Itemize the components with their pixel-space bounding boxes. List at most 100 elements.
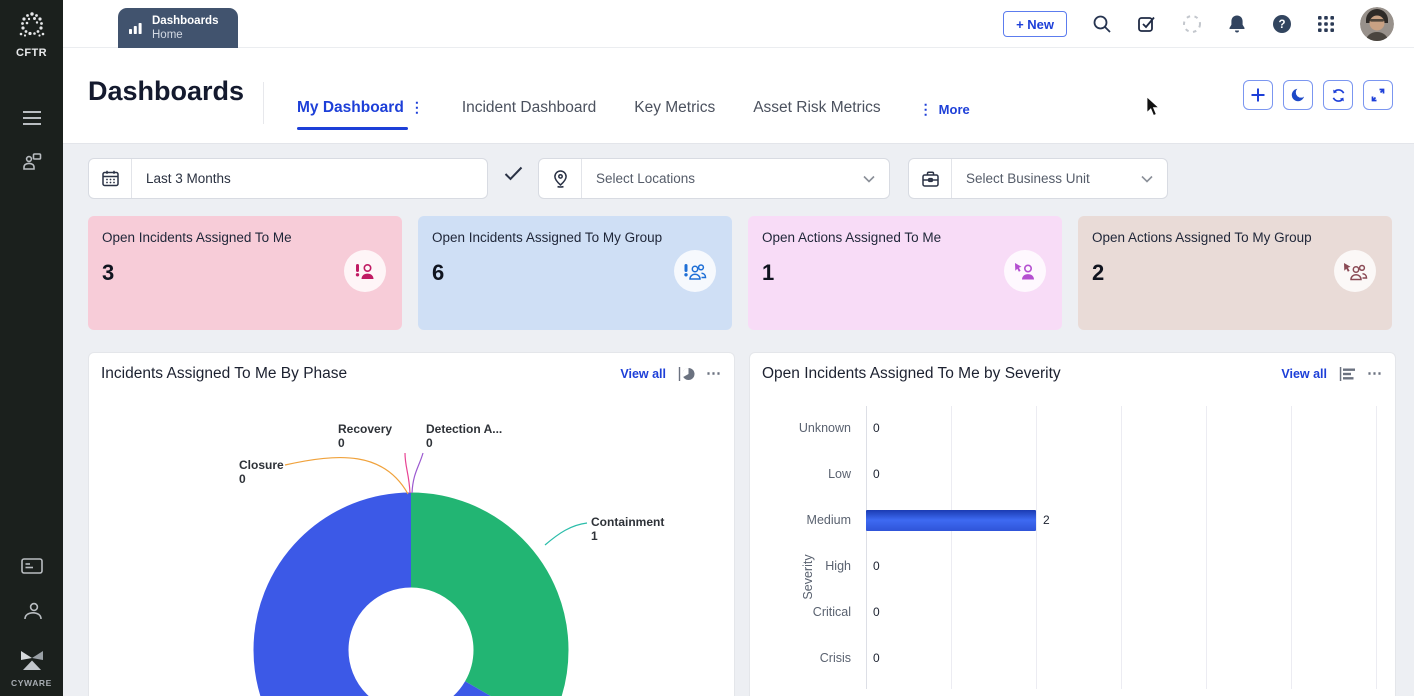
page-header: Dashboards My Dashboard ⋮ Incident Dashboa… [63, 48, 1414, 144]
notifications-bell-icon[interactable] [1227, 14, 1247, 34]
bar-category-label: Crisis [819, 651, 851, 665]
bar-row-crisis[interactable]: Crisis 0 [750, 636, 1395, 682]
svg-text:?: ? [1278, 19, 1285, 31]
bar-row-unknown[interactable]: Unknown 0 [750, 406, 1395, 452]
app-tab-dashboards-home[interactable]: Dashboards Home [118, 8, 238, 48]
bar-row-low[interactable]: Low 0 [750, 452, 1395, 498]
cftr-logo[interactable]: CFTR [0, 10, 63, 59]
header-divider [263, 82, 264, 124]
cftr-logo-icon [19, 12, 44, 37]
severity-panel-title: Open Incidents Assigned To Me by Severit… [762, 365, 1061, 382]
donut-slice-unlabeled[interactable] [253, 492, 569, 696]
people-alert-icon [674, 250, 716, 292]
phase-panel-menu[interactable]: ⋯ [706, 365, 722, 382]
bar-chart-gridline [951, 406, 952, 689]
bar-row-critical[interactable]: Critical 0 [750, 590, 1395, 636]
chevron-down-icon [863, 170, 875, 188]
avatar[interactable] [1360, 7, 1394, 41]
tab-kebab-icon[interactable]: ⋮ [409, 99, 424, 115]
tab-my-dashboard[interactable]: My Dashboard ⋮ [297, 90, 424, 130]
locations-placeholder: Select Locations [596, 171, 696, 186]
severity-bar-chart: Severity Unknown 0 Low 0 Medium 2 High 0 Critica… [750, 395, 1395, 696]
bar-value-label: 2 [1043, 513, 1050, 527]
pie-chart-type-icon[interactable] [678, 366, 696, 382]
dark-mode-button[interactable] [1283, 80, 1313, 110]
stat-card-value: 3 [102, 260, 115, 285]
bar-chart-axis [866, 406, 867, 689]
location-pin-icon [539, 159, 582, 198]
add-widget-button[interactable] [1243, 80, 1273, 110]
menu-hamburger-icon[interactable] [0, 110, 63, 126]
bar-value-label: 0 [873, 559, 880, 573]
page-title: Dashboards [88, 76, 245, 106]
donut-label-recovery[interactable]: Recovery 0 [338, 422, 393, 451]
stat-card-open-incidents-assigned-to-my-group[interactable]: Open Incidents Assigned To My Group 6 [418, 216, 732, 330]
console-icon[interactable] [0, 558, 63, 574]
search-icon[interactable] [1092, 14, 1112, 34]
severity-panel-header: Open Incidents Assigned To Me by Severit… [750, 353, 1395, 395]
tab-asset-risk-metrics[interactable]: Asset Risk Metrics [753, 99, 881, 116]
business-unit-filter[interactable]: Select Business Unit [908, 158, 1168, 199]
hbar-chart-type-icon[interactable] [1339, 366, 1357, 382]
tabs-more-button[interactable]: ⋮ More [918, 101, 970, 117]
refresh-button[interactable] [1323, 80, 1353, 110]
bar-category-label: Critical [812, 605, 851, 619]
loader-icon[interactable] [1182, 14, 1202, 34]
bar-value-label: 0 [873, 467, 880, 481]
stat-card-open-incidents-assigned-to-me[interactable]: Open Incidents Assigned To Me 3 [88, 216, 402, 330]
stat-card-title: Open Incidents Assigned To Me [102, 230, 292, 245]
apply-filter-check-icon[interactable] [504, 166, 523, 186]
severity-panel: Open Incidents Assigned To Me by Severit… [749, 352, 1396, 696]
locations-filter[interactable]: Select Locations [538, 158, 890, 199]
tab-incident-dashboard[interactable]: Incident Dashboard [461, 99, 597, 116]
bar-chart-gridline [1291, 406, 1292, 689]
main-area: Dashboards Home + New ? [63, 0, 1414, 696]
stat-card-open-actions-assigned-to-my-group[interactable]: Open Actions Assigned To My Group 2 [1078, 216, 1392, 330]
date-range-filter[interactable]: Last 3 Months [88, 158, 488, 199]
bar-row-medium[interactable]: Medium 2 [750, 498, 1395, 544]
bar-chart-gridline [1121, 406, 1122, 689]
business-unit-placeholder: Select Business Unit [966, 171, 1090, 186]
app-tab-subtitle: Home [152, 29, 183, 41]
tasks-icon[interactable] [1137, 14, 1157, 34]
bar-category-label: Unknown [798, 421, 851, 435]
phase-panel-title: Incidents Assigned To Me By Phase [101, 365, 348, 382]
phase-view-all-link[interactable]: View all [620, 367, 666, 381]
bar-category-label: Medium [806, 513, 851, 527]
donut-label-closure[interactable]: Closure 0 [239, 458, 284, 487]
help-icon[interactable]: ? [1272, 14, 1292, 34]
dashboard-tabs: My Dashboard ⋮ Incident Dashboard Key Metri… [297, 90, 970, 130]
severity-view-all-link[interactable]: View all [1281, 367, 1327, 381]
sidebar: CFTR [0, 0, 63, 696]
stat-card-open-actions-assigned-to-me[interactable]: Open Actions Assigned To Me 1 [748, 216, 1062, 330]
tab-key-metrics[interactable]: Key Metrics [634, 99, 716, 116]
team-management-icon[interactable] [0, 152, 63, 172]
topbar: Dashboards Home + New ? [63, 0, 1414, 48]
donut-chart-svg[interactable] [253, 492, 569, 696]
fullscreen-button[interactable] [1363, 80, 1393, 110]
bar-row-high[interactable]: High 0 [750, 544, 1395, 590]
stat-card-title: Open Actions Assigned To My Group [1092, 230, 1312, 245]
cftr-logo-text: CFTR [16, 47, 47, 59]
bar-chart-gridline [1206, 406, 1207, 689]
phase-donut-chart: Recovery 0 Detection A... 0 Closure 0 Co… [89, 395, 734, 696]
new-button[interactable]: + New [1003, 11, 1067, 37]
bar-category-label: High [825, 559, 851, 573]
bar-value-label: 0 [873, 605, 880, 619]
severity-panel-menu[interactable]: ⋯ [1367, 365, 1383, 382]
people-action-icon [1334, 250, 1376, 292]
person-alert-icon [344, 250, 386, 292]
stat-card-value: 6 [432, 260, 445, 285]
user-profile-icon[interactable] [0, 601, 63, 621]
apps-grid-icon[interactable] [1317, 15, 1335, 33]
chevron-down-icon [1141, 170, 1153, 188]
bar-fill-medium[interactable] [866, 510, 1036, 531]
calendar-icon [89, 159, 132, 198]
cyware-logo-icon [20, 651, 43, 670]
cyware-logo-text: CYWARE [11, 678, 52, 688]
donut-label-detection[interactable]: Detection A... 0 [426, 422, 503, 451]
donut-label-containment[interactable]: Containment 1 [591, 515, 665, 544]
phase-panel: Incidents Assigned To Me By Phase View a… [88, 352, 735, 696]
more-kebab-icon: ⋮ [918, 101, 933, 117]
